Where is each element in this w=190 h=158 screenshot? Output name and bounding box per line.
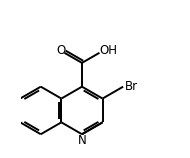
Text: N: N (78, 134, 86, 147)
Text: Br: Br (125, 80, 138, 93)
Text: O: O (56, 44, 65, 57)
Text: OH: OH (99, 44, 117, 57)
